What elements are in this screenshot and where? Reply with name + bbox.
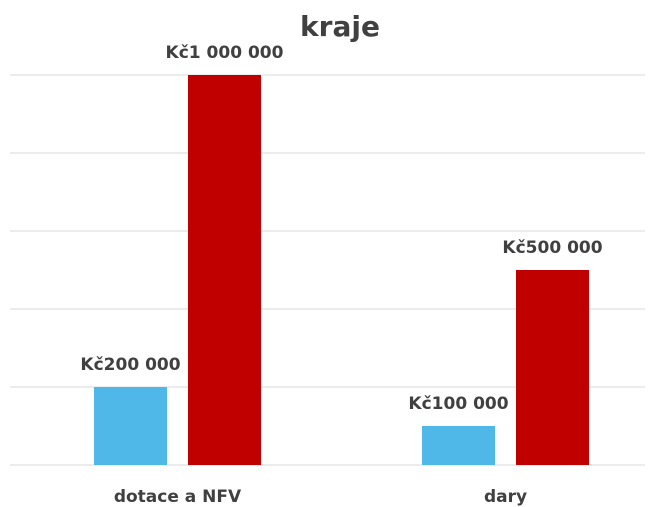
chart-title: kraje xyxy=(300,10,380,43)
data-label: Kč1 000 000 xyxy=(166,43,284,63)
bar xyxy=(516,270,589,465)
data-label: Kč500 000 xyxy=(502,238,602,258)
bar xyxy=(94,387,167,465)
bar xyxy=(188,75,261,465)
x-tick-label: dotace a NFV xyxy=(114,487,242,507)
bar xyxy=(422,426,495,465)
data-label: Kč100 000 xyxy=(408,394,508,414)
x-tick-label: dary xyxy=(484,487,527,507)
data-label: Kč200 000 xyxy=(80,355,180,375)
